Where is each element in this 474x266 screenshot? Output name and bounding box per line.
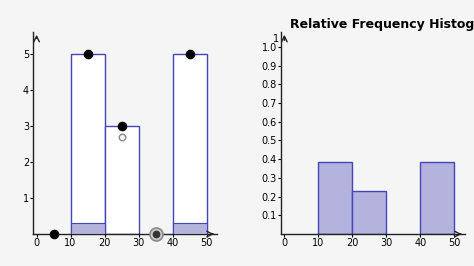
Point xyxy=(152,232,159,236)
Point xyxy=(50,232,57,236)
Point xyxy=(152,232,159,236)
Point xyxy=(118,124,125,128)
Bar xyxy=(420,162,454,234)
Bar xyxy=(105,126,138,234)
Bar xyxy=(319,162,352,234)
Text: 1: 1 xyxy=(273,34,279,44)
Bar xyxy=(352,191,386,234)
Point xyxy=(186,51,193,56)
Bar xyxy=(71,223,105,234)
Bar xyxy=(173,223,207,234)
Bar xyxy=(173,53,207,234)
Point xyxy=(84,51,91,56)
Bar xyxy=(71,53,105,234)
Point xyxy=(118,135,125,139)
Text: Relative Frequency Histogram: Relative Frequency Histogram xyxy=(290,18,474,31)
